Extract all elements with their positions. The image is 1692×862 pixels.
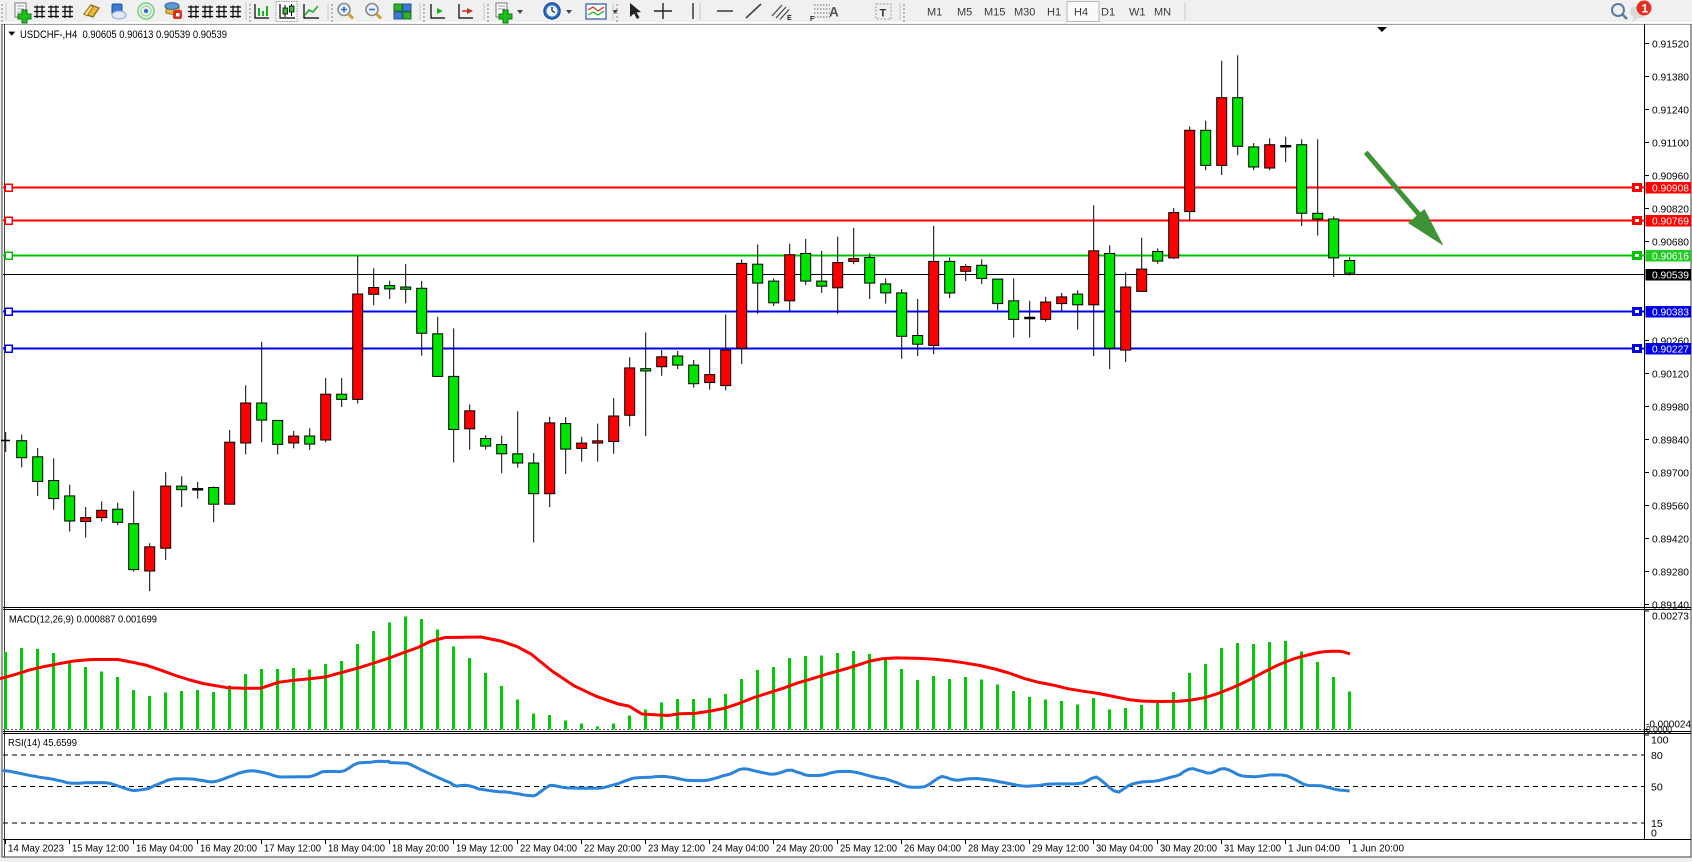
svg-text:0.89140: 0.89140: [1652, 599, 1689, 611]
svg-text:0.90383: 0.90383: [1652, 307, 1689, 319]
svg-text:15 May 12:00: 15 May 12:00: [72, 843, 129, 855]
svg-text:29 May 12:00: 29 May 12:00: [1032, 843, 1089, 855]
svg-text:16 May 20:00: 16 May 20:00: [200, 843, 257, 855]
svg-text:0.89700: 0.89700: [1652, 467, 1689, 479]
svg-text:0.0000: 0.0000: [1646, 724, 1672, 736]
svg-text:24 May 04:00: 24 May 04:00: [712, 843, 769, 855]
svg-text:30 May 04:00: 30 May 04:00: [1096, 843, 1153, 855]
svg-text:M15: M15: [984, 7, 1005, 19]
svg-text:0.89420: 0.89420: [1652, 533, 1689, 545]
svg-text:1: 1: [1642, 2, 1649, 16]
svg-text:1 Jun 04:00: 1 Jun 04:00: [1288, 843, 1340, 855]
svg-text:0.91520: 0.91520: [1652, 39, 1689, 51]
svg-text:100: 100: [1651, 735, 1669, 747]
svg-text:0.90120: 0.90120: [1652, 369, 1689, 381]
svg-text:0.89840: 0.89840: [1652, 434, 1689, 446]
svg-text:0.89280: 0.89280: [1652, 566, 1689, 578]
svg-text:0.90960: 0.90960: [1652, 171, 1689, 183]
svg-text:-0.000024: -0.000024: [1646, 719, 1691, 731]
svg-text:24 May 20:00: 24 May 20:00: [776, 843, 833, 855]
svg-text:22 May 04:00: 22 May 04:00: [520, 843, 577, 855]
svg-text:26 May 04:00: 26 May 04:00: [904, 843, 961, 855]
svg-text:0.91240: 0.91240: [1652, 105, 1689, 117]
svg-text:0.90908: 0.90908: [1652, 183, 1689, 195]
svg-text:M5: M5: [957, 7, 972, 19]
svg-text:MN: MN: [1154, 7, 1171, 19]
svg-text:23 May 12:00: 23 May 12:00: [648, 843, 705, 855]
svg-text:1 Jun 20:00: 1 Jun 20:00: [1352, 843, 1404, 855]
svg-text:RSI(14) 45.6599: RSI(14) 45.6599: [8, 737, 77, 749]
svg-text:USDCHF-,H4 0.90605 0.90613 0.: USDCHF-,H4 0.90605 0.90613 0.90539 0.905…: [20, 29, 227, 41]
svg-text:0.89560: 0.89560: [1652, 500, 1689, 512]
svg-text:0.90616: 0.90616: [1652, 251, 1689, 263]
svg-text:50: 50: [1651, 782, 1663, 794]
svg-text:MACD(12,26,9) 0.000887 0.00169: MACD(12,26,9) 0.000887 0.001699: [9, 614, 157, 626]
svg-text:18 May 04:00: 18 May 04:00: [328, 843, 385, 855]
svg-text:80: 80: [1651, 750, 1663, 762]
svg-text:31 May 12:00: 31 May 12:00: [1224, 843, 1281, 855]
svg-text:F: F: [810, 16, 815, 23]
svg-text:W1: W1: [1129, 7, 1146, 19]
svg-text:0.89980: 0.89980: [1652, 401, 1689, 413]
svg-text:0.90769: 0.90769: [1652, 216, 1689, 228]
svg-text:H4: H4: [1074, 7, 1088, 19]
svg-text:A: A: [829, 5, 839, 20]
svg-text:16 May 04:00: 16 May 04:00: [136, 843, 193, 855]
svg-text:0.90227: 0.90227: [1652, 344, 1689, 356]
svg-text:M30: M30: [1014, 7, 1035, 19]
svg-text:H1: H1: [1047, 7, 1061, 19]
svg-text:0: 0: [1651, 828, 1657, 840]
svg-text:T: T: [880, 8, 887, 20]
svg-text:0.90539: 0.90539: [1652, 270, 1689, 282]
svg-text:D1: D1: [1101, 7, 1115, 19]
svg-text:15: 15: [1651, 818, 1663, 830]
svg-text:19 May 12:00: 19 May 12:00: [456, 843, 513, 855]
svg-text:0.91380: 0.91380: [1652, 72, 1689, 84]
svg-text:0.00273: 0.00273: [1652, 611, 1689, 623]
svg-text:28 May 23:00: 28 May 23:00: [968, 843, 1025, 855]
svg-text:25 May 12:00: 25 May 12:00: [840, 843, 897, 855]
svg-text:E: E: [787, 15, 792, 22]
svg-text:22 May 20:00: 22 May 20:00: [584, 843, 641, 855]
svg-text:M1: M1: [927, 7, 942, 19]
svg-text:0.91100: 0.91100: [1652, 138, 1689, 150]
svg-text:14 May 2023: 14 May 2023: [8, 843, 64, 855]
svg-text:0.90680: 0.90680: [1652, 237, 1689, 249]
svg-text:30 May 20:00: 30 May 20:00: [1160, 843, 1217, 855]
svg-text:17 May 12:00: 17 May 12:00: [264, 843, 321, 855]
svg-text:0.90820: 0.90820: [1652, 204, 1689, 216]
svg-text:18 May 20:00: 18 May 20:00: [392, 843, 449, 855]
